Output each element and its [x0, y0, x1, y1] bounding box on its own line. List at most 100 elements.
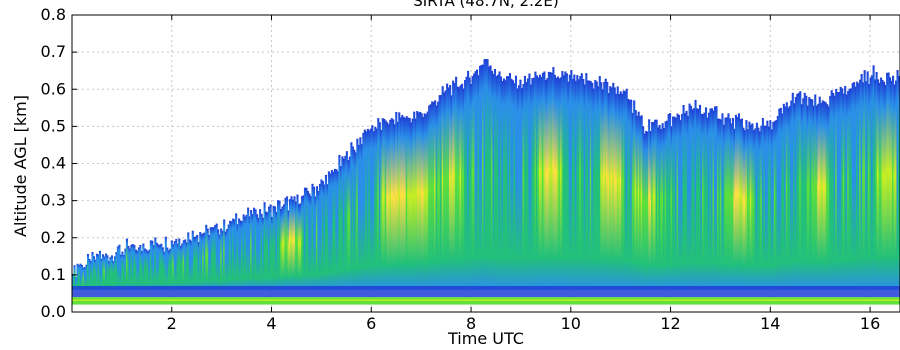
y-tick-label-4: 0.4	[41, 154, 66, 173]
backscatter-column	[474, 71, 477, 290]
backscatter-column	[251, 214, 254, 290]
backscatter-column	[274, 206, 277, 290]
backscatter-column	[257, 217, 260, 290]
backscatter-column	[393, 124, 396, 290]
backscatter-column	[309, 196, 313, 290]
backscatter-column	[574, 80, 577, 290]
backscatter-column	[544, 80, 547, 290]
backscatter-column	[660, 129, 663, 290]
backscatter-column	[610, 87, 613, 290]
backscatter-column	[338, 154, 341, 290]
backscatter-column	[730, 123, 733, 290]
backscatter-column	[444, 90, 447, 290]
x-axis: 2 4 6 8 10 12 14 16	[167, 15, 880, 333]
backscatter-column	[522, 84, 525, 290]
backscatter-column	[526, 78, 529, 290]
backscatter-column	[80, 265, 84, 290]
backscatter-column	[591, 82, 594, 290]
backscatter-column	[863, 70, 866, 290]
backscatter-column	[601, 89, 604, 290]
backscatter-column	[227, 224, 230, 290]
backscatter-column	[832, 92, 835, 290]
backscatter-column	[182, 240, 185, 290]
backscatter-column	[812, 105, 815, 290]
backscatter-column	[401, 115, 404, 290]
backscatter-column	[776, 115, 779, 290]
backscatter-column	[619, 91, 622, 290]
backscatter-column	[470, 83, 473, 290]
backscatter-column	[868, 84, 871, 290]
backscatter-column	[667, 114, 670, 290]
backscatter-column	[384, 120, 387, 290]
backscatter-column	[508, 73, 512, 290]
backscatter-column	[446, 83, 449, 290]
backscatter-column	[290, 196, 293, 290]
backscatter-column	[435, 105, 438, 290]
backscatter-column	[142, 243, 145, 290]
backscatter-column	[745, 120, 748, 290]
backscatter-column	[423, 113, 426, 290]
backscatter-column	[297, 204, 301, 290]
backscatter-column	[462, 88, 465, 290]
backscatter-column	[303, 187, 307, 290]
backscatter-column	[447, 87, 450, 290]
backscatter-column	[514, 75, 518, 290]
backscatter-column	[865, 81, 868, 290]
backscatter-column	[585, 73, 588, 290]
backscatter-column	[323, 184, 326, 290]
backscatter-column	[285, 196, 289, 290]
backscatter-column	[441, 86, 444, 290]
backscatter-column	[482, 64, 485, 290]
backscatter-column	[149, 240, 152, 290]
backscatter-column	[193, 236, 196, 290]
backscatter-column	[793, 103, 796, 290]
backscatter-column	[853, 82, 856, 290]
backscatter-column	[130, 244, 133, 290]
backscatter-column	[197, 242, 200, 290]
backscatter-column	[112, 261, 115, 290]
backscatter-column	[558, 78, 561, 290]
backscatter-column	[839, 86, 842, 290]
backscatter-column	[827, 106, 830, 290]
backscatter-column	[636, 115, 639, 290]
backscatter-column	[342, 158, 345, 290]
backscatter-column	[703, 112, 706, 290]
backscatter-column	[537, 77, 540, 290]
y-tick-label-7: 0.7	[41, 42, 66, 61]
backscatter-column	[426, 111, 429, 290]
backscatter-column	[513, 83, 516, 290]
backscatter-column	[279, 209, 283, 290]
backscatter-column	[580, 73, 583, 290]
backscatter-column	[748, 121, 751, 290]
near-surface-band	[72, 286, 900, 298]
backscatter-column	[857, 83, 860, 290]
backscatter-column	[755, 122, 758, 290]
backscatter-column	[489, 65, 492, 290]
backscatter-column	[327, 171, 330, 290]
backscatter-column	[389, 119, 392, 290]
backscatter-column	[417, 112, 420, 290]
backscatter-column	[271, 216, 274, 290]
backscatter-column	[374, 126, 377, 290]
backscatter-column	[637, 111, 640, 290]
backscatter-column	[221, 230, 224, 290]
backscatter-column	[565, 73, 568, 290]
backscatter-column	[167, 250, 170, 290]
backscatter-column	[179, 245, 182, 290]
backscatter-column	[809, 98, 812, 290]
backscatter-column	[199, 231, 202, 290]
backscatter-column	[414, 118, 417, 290]
backscatter-column	[300, 196, 304, 290]
backscatter-column	[89, 261, 93, 290]
backscatter-column	[622, 90, 625, 290]
backscatter-column	[675, 117, 678, 290]
x-tick-label-1: 4	[266, 314, 276, 333]
backscatter-column	[443, 92, 446, 290]
backscatter-column	[540, 76, 543, 290]
backscatter-column	[131, 244, 134, 290]
backscatter-column	[269, 204, 272, 290]
backscatter-column	[250, 210, 253, 290]
backscatter-column	[654, 119, 657, 290]
backscatter-column	[208, 234, 211, 290]
backscatter-column	[507, 76, 510, 290]
